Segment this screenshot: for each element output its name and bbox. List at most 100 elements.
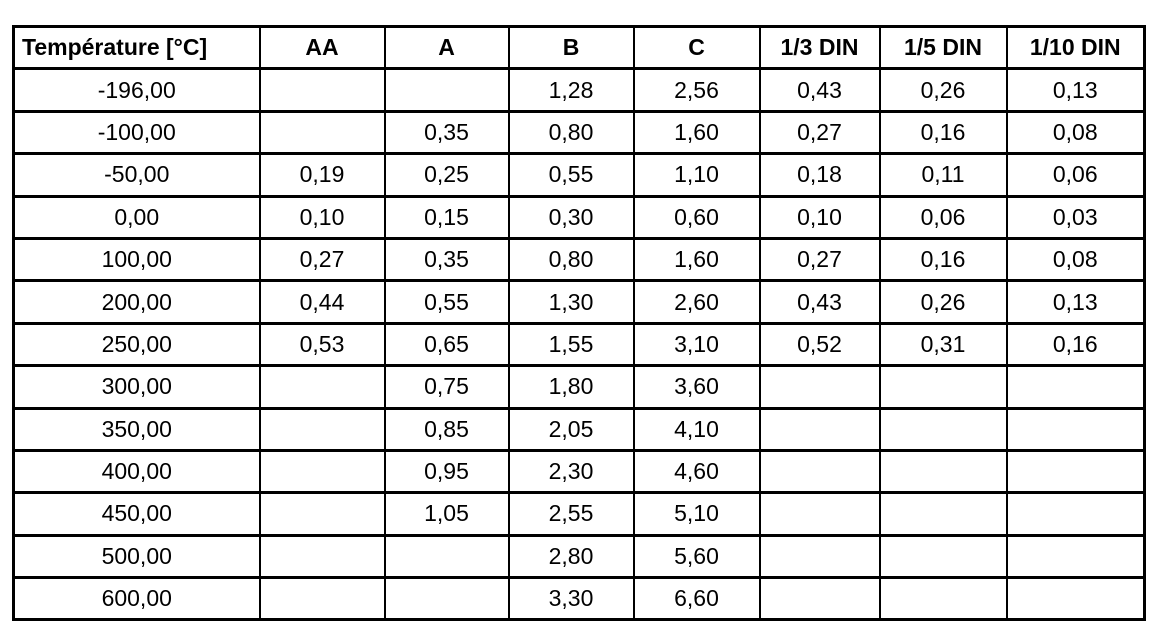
- table-row: 600,00 3,30 6,60: [12, 576, 1146, 622]
- table-body: -196,00 1,28 2,56 0,43 0,26 0,13 -100,00 0,35 0,…: [12, 67, 1146, 622]
- temperature-cell: 250,00: [12, 321, 261, 368]
- tolerance-value-cell: 3,60: [632, 364, 761, 410]
- tolerance-value-cell: 0,60: [632, 194, 761, 240]
- tolerance-value-cell: 0,44: [258, 279, 386, 325]
- tolerance-value-cell: 0,10: [258, 194, 386, 240]
- tolerance-value-cell: 0,75: [383, 364, 510, 410]
- column-header: B: [507, 24, 635, 71]
- tolerance-value-cell: [1005, 364, 1146, 410]
- tolerance-value-cell: 5,60: [632, 533, 761, 580]
- tolerance-value-cell: [258, 67, 386, 113]
- temperature-cell: 450,00: [12, 491, 261, 537]
- table-row: 0,00 0,10 0,15 0,30 0,60 0,10 0,06 0,03: [12, 194, 1146, 240]
- tolerance-value-cell: [258, 491, 386, 537]
- column-header: C: [632, 24, 761, 71]
- temperature-cell: 500,00: [12, 533, 261, 580]
- temperature-cell: -100,00: [12, 109, 261, 156]
- tolerance-value-cell: 0,30: [507, 194, 635, 240]
- tolerance-value-cell: 0,27: [758, 236, 881, 283]
- temperature-cell: 600,00: [12, 576, 261, 622]
- tolerance-value-cell: [1005, 576, 1146, 622]
- tolerance-value-cell: 2,56: [632, 67, 761, 113]
- column-header: 1/10 DIN: [1005, 24, 1146, 71]
- tolerance-value-cell: [1005, 491, 1146, 537]
- column-header: Température [°C]: [12, 24, 261, 71]
- tolerance-value-cell: 4,10: [632, 406, 761, 452]
- tolerance-value-cell: [878, 491, 1008, 537]
- tolerance-value-cell: 1,10: [632, 152, 761, 198]
- tolerance-value-cell: 0,80: [507, 109, 635, 156]
- tolerance-value-cell: [383, 576, 510, 622]
- temperature-cell: 400,00: [12, 448, 261, 495]
- column-header: 1/5 DIN: [878, 24, 1008, 71]
- tolerance-value-cell: [758, 448, 881, 495]
- temperature-cell: -196,00: [12, 67, 261, 113]
- tolerance-value-cell: 0,26: [878, 279, 1008, 325]
- tolerance-value-cell: 2,55: [507, 491, 635, 537]
- tolerance-value-cell: 0,27: [258, 236, 386, 283]
- tolerance-value-cell: [878, 576, 1008, 622]
- tolerance-value-cell: 0,55: [383, 279, 510, 325]
- tolerance-value-cell: 1,05: [383, 491, 510, 537]
- tolerance-value-cell: 0,65: [383, 321, 510, 368]
- tolerance-value-cell: [258, 533, 386, 580]
- tolerance-value-cell: 0,11: [878, 152, 1008, 198]
- table-row: 250,00 0,53 0,65 1,55 3,10 0,52 0,31 0,16: [12, 321, 1146, 368]
- tolerance-value-cell: 2,60: [632, 279, 761, 325]
- tolerance-value-cell: [1005, 533, 1146, 580]
- column-header: A: [383, 24, 510, 71]
- tolerance-value-cell: [258, 364, 386, 410]
- tolerance-value-cell: [758, 364, 881, 410]
- tolerance-value-cell: 2,80: [507, 533, 635, 580]
- tolerance-value-cell: 1,60: [632, 109, 761, 156]
- temperature-cell: -50,00: [12, 152, 261, 198]
- tolerance-value-cell: 6,60: [632, 576, 761, 622]
- table-container: Température [°C] AA A B C 1/3 DIN 1/5 DIN 1/10 …: [12, 24, 1146, 622]
- tolerance-value-cell: 0,52: [758, 321, 881, 368]
- tolerance-value-cell: 0,16: [878, 109, 1008, 156]
- tolerance-value-cell: 3,10: [632, 321, 761, 368]
- tolerance-value-cell: [383, 533, 510, 580]
- tolerance-value-cell: 0,43: [758, 279, 881, 325]
- tolerance-value-cell: 4,60: [632, 448, 761, 495]
- tolerance-value-cell: 0,10: [758, 194, 881, 240]
- temperature-cell: 350,00: [12, 406, 261, 452]
- temperature-cell: 200,00: [12, 279, 261, 325]
- tolerance-value-cell: 0,13: [1005, 279, 1146, 325]
- tolerance-value-cell: 0,16: [1005, 321, 1146, 368]
- tolerance-value-cell: [878, 364, 1008, 410]
- tolerance-value-cell: 0,27: [758, 109, 881, 156]
- tolerance-value-cell: [758, 576, 881, 622]
- tolerance-value-cell: 5,10: [632, 491, 761, 537]
- table-row: 400,00 0,95 2,30 4,60: [12, 448, 1146, 495]
- tolerance-value-cell: 0,16: [878, 236, 1008, 283]
- tolerance-value-cell: 0,80: [507, 236, 635, 283]
- tolerance-value-cell: [1005, 448, 1146, 495]
- tolerance-value-cell: 0,55: [507, 152, 635, 198]
- table-row: 300,00 0,75 1,80 3,60: [12, 364, 1146, 410]
- tolerance-value-cell: [878, 406, 1008, 452]
- tolerance-value-cell: 0,13: [1005, 67, 1146, 113]
- tolerance-value-cell: [1005, 406, 1146, 452]
- tolerance-value-cell: [758, 406, 881, 452]
- tolerance-value-cell: 2,30: [507, 448, 635, 495]
- table-row: -196,00 1,28 2,56 0,43 0,26 0,13: [12, 67, 1146, 113]
- tolerance-value-cell: 0,35: [383, 236, 510, 283]
- tolerance-value-cell: 0,15: [383, 194, 510, 240]
- tolerance-value-cell: 1,60: [632, 236, 761, 283]
- tolerance-value-cell: [758, 491, 881, 537]
- table-row: 500,00 2,80 5,60: [12, 533, 1146, 580]
- tolerance-value-cell: 2,05: [507, 406, 635, 452]
- table-row: 450,00 1,05 2,55 5,10: [12, 491, 1146, 537]
- tolerance-value-cell: 1,30: [507, 279, 635, 325]
- tolerance-value-cell: 0,25: [383, 152, 510, 198]
- tolerance-value-cell: 1,55: [507, 321, 635, 368]
- tolerance-value-cell: 1,28: [507, 67, 635, 113]
- table-row: 200,00 0,44 0,55 1,30 2,60 0,43 0,26 0,13: [12, 279, 1146, 325]
- tolerance-value-cell: 1,80: [507, 364, 635, 410]
- tolerance-value-cell: [758, 533, 881, 580]
- table-row: -100,00 0,35 0,80 1,60 0,27 0,16 0,08: [12, 109, 1146, 156]
- tolerance-value-cell: [258, 109, 386, 156]
- table-row: -50,00 0,19 0,25 0,55 1,10 0,18 0,11 0,06: [12, 152, 1146, 198]
- temperature-cell: 0,00: [12, 194, 261, 240]
